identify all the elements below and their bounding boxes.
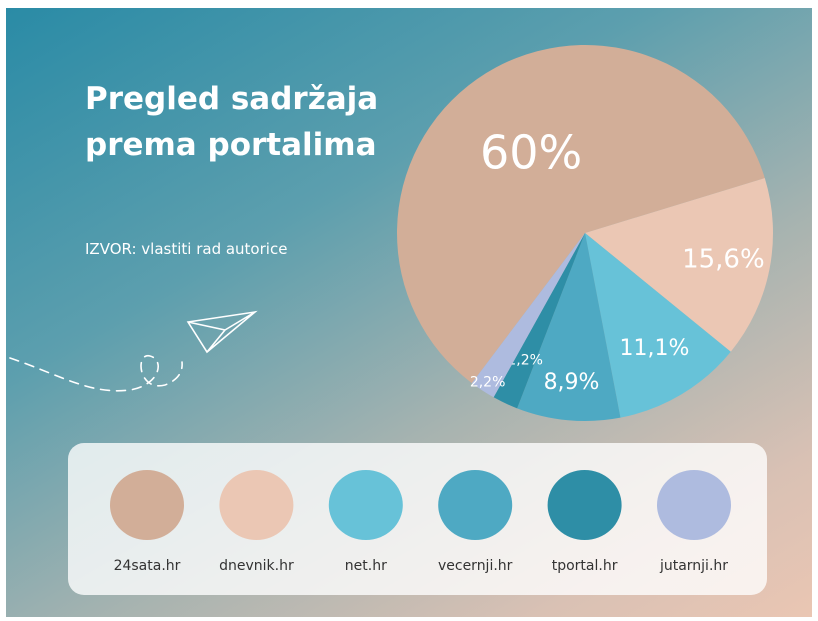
legend-swatch xyxy=(657,470,731,540)
data-label: 15,6% xyxy=(682,245,765,275)
data-label: 8,9% xyxy=(544,370,600,395)
legend-label: 24sata.hr xyxy=(114,558,181,574)
paper-plane xyxy=(10,312,255,391)
legend-swatch xyxy=(548,470,622,540)
data-label: 60% xyxy=(480,125,582,179)
legend-swatch xyxy=(219,470,293,540)
legend-swatch xyxy=(329,470,403,540)
legend-label: dnevnik.hr xyxy=(219,558,294,574)
legend-label: net.hr xyxy=(345,558,387,574)
legend-label: vecernji.hr xyxy=(438,558,513,574)
legend-swatch xyxy=(110,470,184,540)
chart-title: Pregled sadržaja prema portalima xyxy=(85,76,385,168)
legend-swatch xyxy=(438,470,512,540)
data-label: 2,2% xyxy=(470,375,506,391)
legend-label: jutarnji.hr xyxy=(659,558,728,574)
source-note: IZVOR: vlastiti rad autorice xyxy=(85,240,287,258)
data-label: 11,1% xyxy=(619,336,689,361)
infographic: 60%15,6%11,1%8,9%2,2%2,2% 24sata.hrdnevn… xyxy=(0,0,818,621)
legend-label: tportal.hr xyxy=(552,558,618,574)
